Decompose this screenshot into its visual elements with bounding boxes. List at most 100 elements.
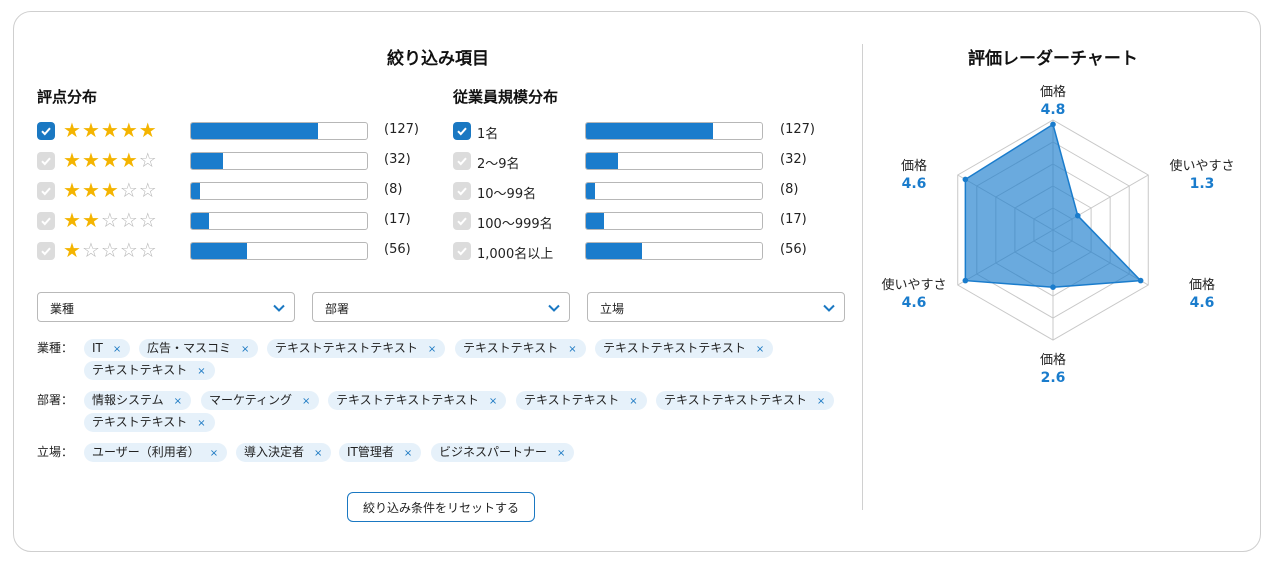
employee-row[interactable]: 100〜999名 (17) [453,210,833,232]
dept-tag-chip[interactable]: マーケティング × [201,391,320,410]
rating-checkbox[interactable] [37,242,55,260]
employee-count: (32) [780,152,807,167]
radar-axis-value: 4.8 [1041,102,1066,118]
star-rating-icon: ★★☆☆☆ [63,209,158,231]
radar-chart: 価格 4.8 使いやすさ 1.3 価格 4.6 価格 2.6 使いやすさ 4.6 価格 4.6 [881,84,1234,386]
remove-tag-icon[interactable]: × [403,448,413,459]
star-empty-icon: ☆ [119,238,139,262]
star-rating-icon: ★★★★★ [63,119,158,141]
remove-tag-icon[interactable]: × [209,448,219,459]
tag-chip-label: 情報システム [92,393,164,407]
employee-checkbox[interactable] [453,212,471,230]
employee-bar-fill [586,213,604,229]
rating-checkbox[interactable] [37,182,55,200]
employee-bar-fill [586,153,618,169]
radar-axis-value: 4.6 [1190,295,1215,311]
role-tag-chip[interactable]: IT管理者 × [339,443,422,462]
remove-tag-icon[interactable]: × [568,344,577,355]
industry-tag-chip[interactable]: 広告・マスコミ × [139,339,259,358]
rating-checkbox[interactable] [37,212,55,230]
employee-checkbox[interactable] [453,242,471,260]
rating-row[interactable]: ★☆☆☆☆ (56) [37,238,437,262]
remove-tag-icon[interactable]: × [197,418,206,429]
employee-row[interactable]: 2〜9名 (32) [453,150,833,172]
remove-tag-icon[interactable]: × [173,396,183,407]
department-select[interactable]: 部署 [312,292,570,322]
employee-row[interactable]: 10〜99名 (8) [453,180,833,202]
tag-chip-label: IT [92,341,103,355]
remove-tag-icon[interactable]: × [629,396,638,407]
star-empty-icon: ☆ [138,238,158,262]
employee-bar-fill [586,183,595,199]
dept-tag-chip[interactable]: テキストテキストテキスト × [328,391,507,410]
industry-tag-chip[interactable]: テキストテキスト × [84,361,215,380]
tag-chip-label: IT管理者 [347,445,394,459]
role-tag-chip[interactable]: ビジネスパートナー × [431,443,575,462]
rating-distribution-title: 評点分布 [37,88,98,106]
remove-tag-icon[interactable]: × [755,344,765,355]
reset-filters-button[interactable]: 絞り込み条件をリセットする [347,492,535,522]
employee-bar-fill [586,243,643,259]
chevron-down-icon [823,304,835,312]
filter-title: 絞り込み項目 [387,49,489,69]
radar-axis-label: 価格 [1189,277,1215,293]
remove-tag-icon[interactable]: × [488,396,498,407]
employee-checkbox[interactable] [453,182,471,200]
radar-axis-value: 4.6 [902,176,927,192]
dept-tag-chip[interactable]: テキストテキストテキスト × [656,391,835,410]
star-filled-icon: ★ [81,118,101,142]
radar-axis-value: 2.6 [1041,370,1066,386]
industry-select[interactable]: 業種 [37,292,295,322]
radar-axis-label: 価格 [1040,352,1066,368]
rating-checkbox[interactable] [37,122,55,140]
remove-tag-icon[interactable]: × [197,366,206,377]
employee-row[interactable]: 1名 (127) [453,120,833,142]
remove-tag-icon[interactable]: × [314,448,323,459]
tag-chip-label: テキストテキスト [463,341,559,355]
industry-tag-chip[interactable]: テキストテキストテキスト × [595,339,774,358]
star-empty-icon: ☆ [100,238,120,262]
rating-count: (17) [384,212,411,227]
employee-bar [585,152,763,170]
industry-tag-chip[interactable]: テキストテキストテキスト × [267,339,446,358]
rating-bar-fill [191,183,200,199]
employee-count: (127) [780,122,815,137]
rating-row[interactable]: ★★★★☆ (32) [37,149,437,172]
rating-row[interactable]: ★★★★★ (127) [37,119,437,142]
star-rating-icon: ★★★☆☆ [63,179,158,201]
rating-checkbox[interactable] [37,152,55,170]
employee-checkbox[interactable] [453,152,471,170]
star-empty-icon: ☆ [119,178,139,202]
radar-axis-label: 使いやすさ [1169,158,1234,174]
rating-bar [190,122,368,140]
check-icon [41,127,51,136]
industry-tag-chip[interactable]: テキストテキスト × [455,339,586,358]
dept-tag-chip[interactable]: テキストテキスト × [516,391,647,410]
employee-row[interactable]: 1,000名以上 (56) [453,240,833,262]
star-filled-icon: ★ [63,208,82,232]
role-select[interactable]: 立場 [587,292,845,322]
rating-row[interactable]: ★★☆☆☆ (17) [37,209,437,232]
star-filled-icon: ★ [119,118,139,142]
employee-label: 1,000名以上 [477,247,554,262]
rating-count: (56) [384,242,411,257]
remove-tag-icon[interactable]: × [427,344,437,355]
tag-chip-label: テキストテキストテキスト [664,393,807,407]
dept-tag-chip[interactable]: テキストテキスト × [84,413,215,432]
tag-chip-label: ビジネスパートナー [439,445,548,459]
remove-tag-icon[interactable]: × [302,396,311,407]
employee-checkbox[interactable] [453,122,471,140]
dept-tag-chip[interactable]: 情報システム × [84,391,192,410]
radar-data-point [1050,284,1056,290]
department-tags-label: 部署： [37,393,74,407]
rating-bar-fill [191,213,209,229]
industry-tag-chip[interactable]: IT × [84,339,131,358]
role-tag-chip[interactable]: 導入決定者 × [236,443,332,462]
remove-tag-icon[interactable]: × [557,448,566,459]
rating-bar [190,242,368,260]
remove-tag-icon[interactable]: × [112,344,122,355]
remove-tag-icon[interactable]: × [241,344,250,355]
rating-row[interactable]: ★★★☆☆ (8) [37,179,437,202]
remove-tag-icon[interactable]: × [816,396,826,407]
role-tag-chip[interactable]: ユーザー（利用者） × [84,443,228,462]
